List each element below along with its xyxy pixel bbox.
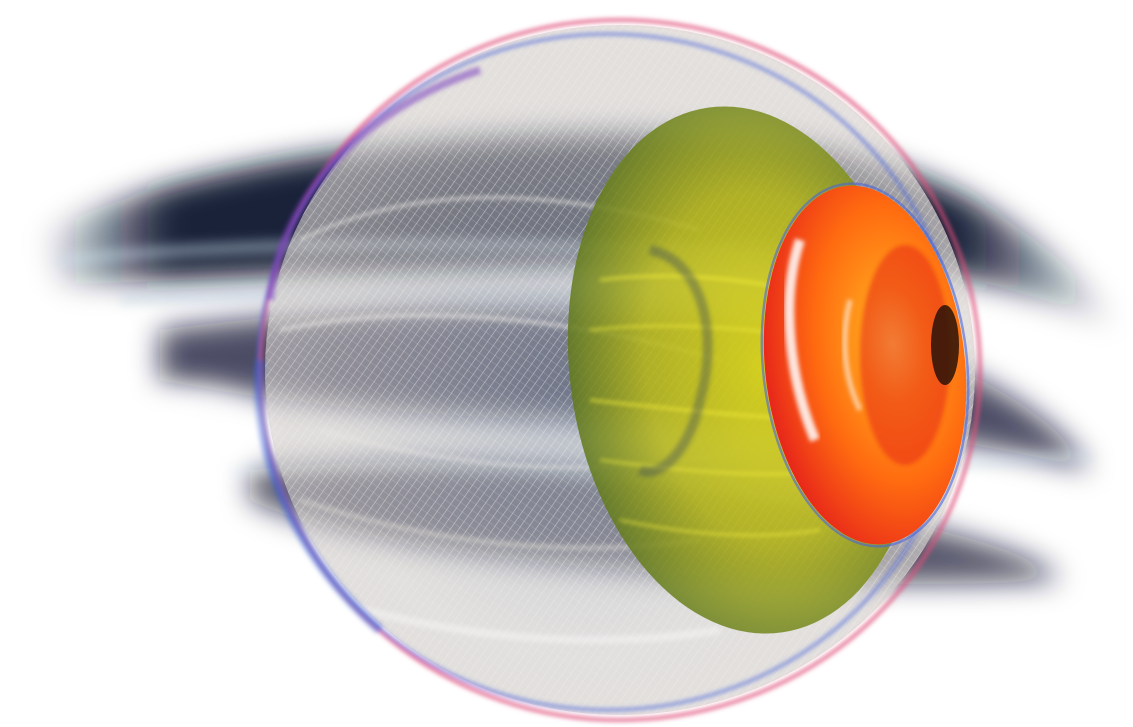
iris (760, 182, 970, 548)
white-glow (140, 390, 260, 470)
